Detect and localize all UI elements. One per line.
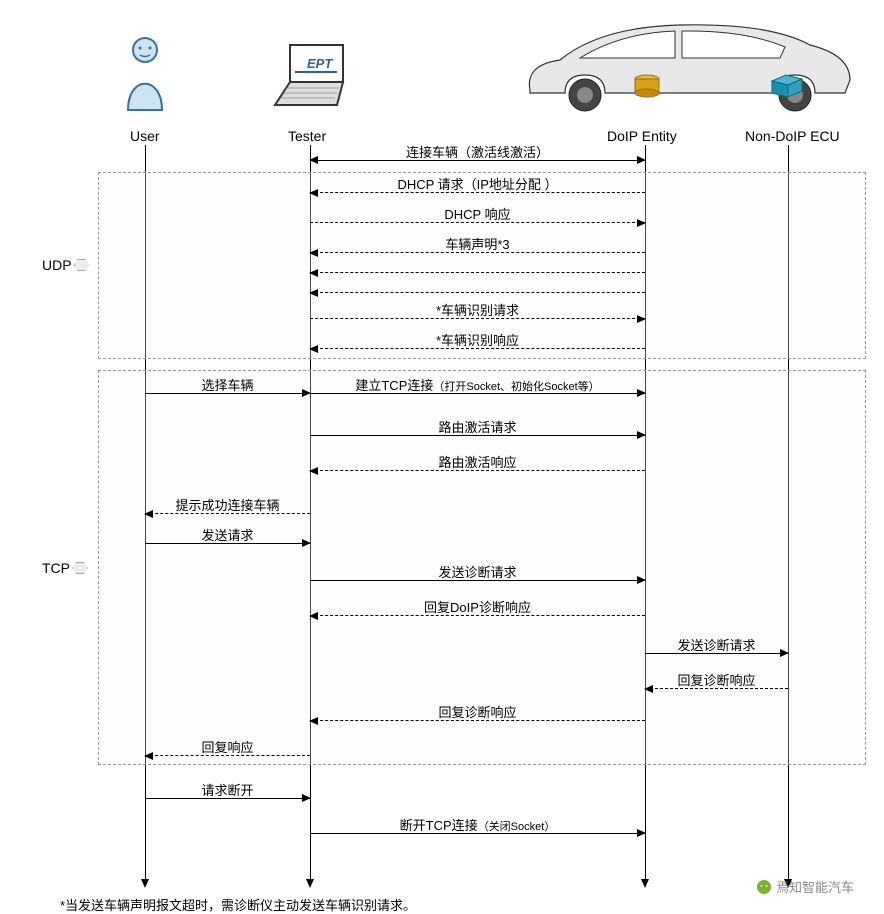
message-note: （打开Socket、初始化Socket等） — [433, 381, 599, 393]
message-label: 路由激活响应 — [310, 452, 645, 471]
message-label: 选择车辆 — [145, 375, 310, 394]
message-label: 发送诊断请求 — [645, 635, 788, 654]
message-label: 连接车辆（激活线激活） — [310, 142, 645, 161]
hex-arrow-icon — [72, 562, 88, 574]
message-label: 建立TCP连接（打开Socket、初始化Socket等） — [310, 375, 645, 394]
message-label: DHCP 请求（IP地址分配 ） — [310, 174, 645, 193]
message-label: 车辆声明*3 — [310, 234, 645, 253]
message-label: 提示成功连接车辆 — [145, 495, 310, 514]
message-arrow — [310, 292, 645, 293]
message-label: DHCP 响应 — [310, 204, 645, 223]
hex-arrow-icon — [74, 259, 90, 271]
udp-box-label: UDP — [42, 257, 90, 273]
message-label: 回复诊断响应 — [310, 702, 645, 721]
car-icon — [510, 15, 860, 123]
message-label: 发送请求 — [145, 525, 310, 544]
tcp-box-label: TCP — [42, 560, 88, 576]
svg-text:EPT: EPT — [307, 56, 333, 71]
message-label: 回复响应 — [145, 737, 310, 756]
udp-label-text: UDP — [42, 257, 72, 273]
message-label: 回复诊断响应 — [645, 670, 788, 689]
message-label: 发送诊断请求 — [310, 562, 645, 581]
message-label: *车辆识别响应 — [310, 330, 645, 349]
message-arrow — [310, 272, 645, 273]
tcp-label-text: TCP — [42, 560, 70, 576]
message-label: 回复DoIP诊断响应 — [310, 597, 645, 616]
message-label: 断开TCP连接（关闭Socket） — [310, 815, 645, 834]
message-label: *车辆识别请求 — [310, 300, 645, 319]
message-note: （关闭Socket） — [478, 821, 556, 833]
watermark: 焉知智能汽车 — [756, 877, 854, 896]
watermark-text: 焉知智能汽车 — [776, 877, 854, 896]
user-icon — [120, 35, 170, 118]
tester-icon: EPT — [265, 40, 355, 118]
user-label: User — [130, 128, 160, 144]
message-label: 路由激活请求 — [310, 417, 645, 436]
nondoip-label: Non-DoIP ECU — [745, 128, 840, 144]
message-label: 请求断开 — [145, 780, 310, 799]
wechat-icon — [756, 879, 772, 895]
footnote: *当发送车辆声明报文超时，需诊断仪主动发送车辆识别请求。 — [60, 895, 416, 914]
